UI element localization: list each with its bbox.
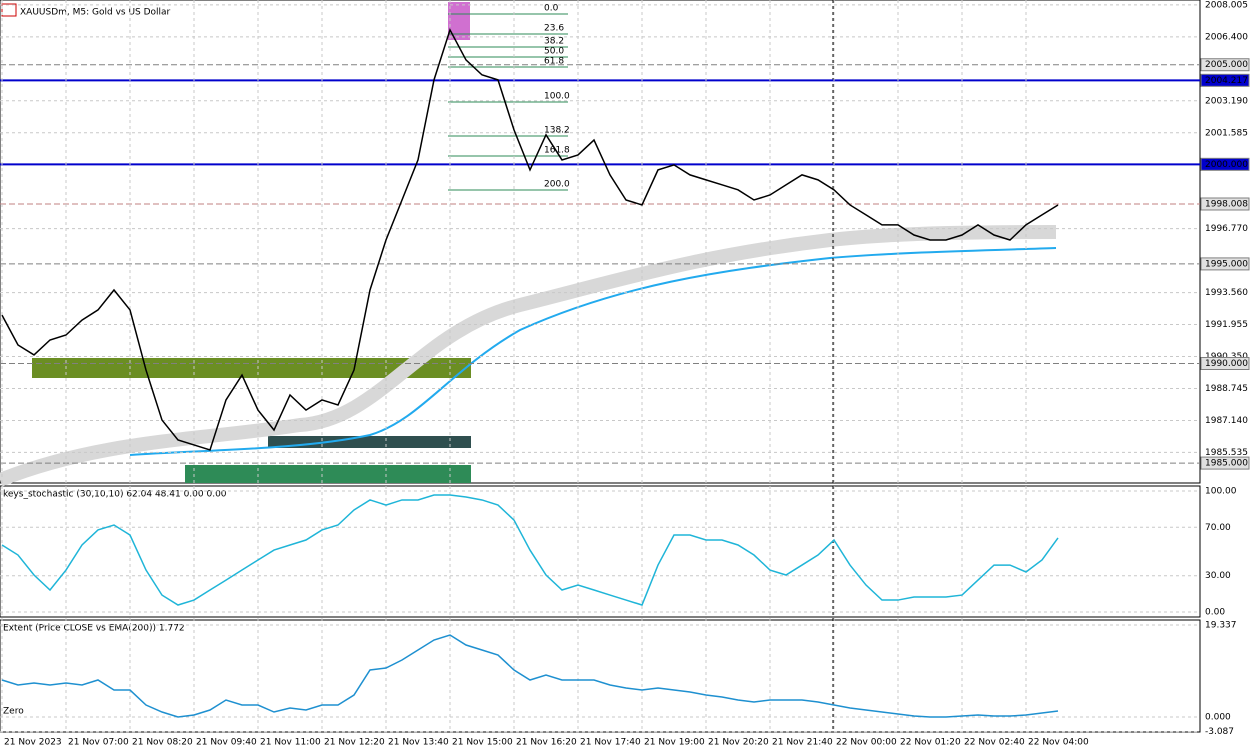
x-tick-label: 21 Nov 11:00	[260, 738, 321, 748]
level-tag	[1200, 58, 1250, 72]
x-tick-label: 21 Nov 15:00	[452, 738, 513, 748]
level-tag	[1200, 356, 1250, 370]
level-label: 1995.000	[1205, 259, 1248, 269]
y-tick-label: 1985.535	[1205, 448, 1248, 458]
ma-band	[0, 225, 1057, 487]
x-tick-label: 21 Nov 12:20	[324, 738, 385, 748]
x-tick-label: 21 Nov 13:40	[388, 738, 449, 748]
x-tick-label: 21 Nov 09:40	[196, 738, 257, 748]
fib-label: 61.8	[544, 57, 564, 67]
y-tick-label: 2003.190	[1205, 96, 1248, 106]
fib-label: 100.0	[544, 92, 570, 102]
zone	[185, 465, 471, 483]
x-tick-label: 22 Nov 01:20	[900, 738, 961, 748]
level-label: 1985.000	[1205, 459, 1248, 469]
symbol-icon	[1, 3, 17, 17]
x-tick-label: 21 Nov 2023	[4, 738, 62, 748]
y-tick-label: 1996.770	[1205, 224, 1248, 234]
y-tick-label: 1987.140	[1205, 416, 1248, 426]
y-tick-label: 0.00	[1205, 608, 1225, 618]
level-tag	[1200, 197, 1250, 211]
y-tick-label: 19.337	[1205, 621, 1237, 631]
y-tick-label: 1988.745	[1205, 384, 1248, 394]
x-tick-label: 21 Nov 21:40	[772, 738, 833, 748]
x-tick-label: 21 Nov 17:40	[580, 738, 641, 748]
y-tick-label: -3.087	[1205, 727, 1234, 737]
x-tick-label: 21 Nov 08:20	[132, 738, 193, 748]
fib-label: 0.0	[544, 4, 559, 14]
fib-label: 200.0	[544, 180, 570, 190]
y-tick-label: 30.00	[1205, 571, 1231, 581]
annotation: Zero	[3, 707, 24, 717]
level-label: 1990.000	[1205, 359, 1248, 369]
level-label: 1998.008	[1205, 199, 1248, 209]
price-line	[1, 27, 1059, 451]
y-tick-label: 2008.005	[1205, 0, 1248, 10]
level-tag	[1200, 456, 1250, 470]
fib-zone	[448, 2, 470, 40]
y-tick-label: 2001.585	[1205, 128, 1248, 138]
price-line	[1, 494, 1059, 606]
x-tick-label: 21 Nov 16:20	[516, 738, 577, 748]
fib-label: 138.2	[544, 126, 570, 136]
chart-title: XAUUSDm, M5: Gold vs US Dollar	[20, 8, 171, 18]
x-tick-label: 21 Nov 07:00	[68, 738, 129, 748]
x-tick-label: 21 Nov 19:00	[644, 738, 705, 748]
level-tag	[1200, 73, 1250, 87]
y-tick-label: 70.00	[1205, 523, 1231, 533]
level-tag	[1200, 257, 1250, 271]
zone	[268, 436, 471, 448]
fib-label: 23.6	[544, 24, 564, 34]
level-label: 2000.000	[1205, 160, 1248, 170]
y-tick-label: 100.00	[1205, 486, 1237, 496]
stoch-frame	[0, 485, 1201, 618]
panel-title: Extent (Price CLOSE vs EMA(200)) 1.772	[3, 624, 185, 634]
level-label: 2004.217	[1205, 76, 1248, 86]
level-tag	[1200, 157, 1250, 171]
y-tick-label: 2006.400	[1205, 32, 1248, 42]
level-label: 2005.000	[1205, 60, 1248, 70]
x-tick-label: 22 Nov 02:40	[964, 738, 1025, 748]
price-line	[1, 634, 1059, 718]
x-tick-label: 21 Nov 20:20	[708, 738, 769, 748]
panel-title: keys_stochastic (30,10,10) 62.04 48.41 0…	[3, 490, 227, 500]
ema-line	[129, 247, 1057, 456]
x-tick-label: 22 Nov 00:00	[836, 738, 897, 748]
y-tick-label: 0.000	[1205, 713, 1231, 723]
y-tick-label: 1993.560	[1205, 288, 1248, 298]
fib-label: 50.0	[544, 47, 564, 57]
y-tick-label: 1991.955	[1205, 320, 1248, 330]
fib-label: 38.2	[544, 37, 564, 47]
main-frame	[0, 0, 1201, 484]
fib-label: 161.8	[544, 146, 570, 156]
x-tick-label: 22 Nov 04:00	[1028, 738, 1089, 748]
